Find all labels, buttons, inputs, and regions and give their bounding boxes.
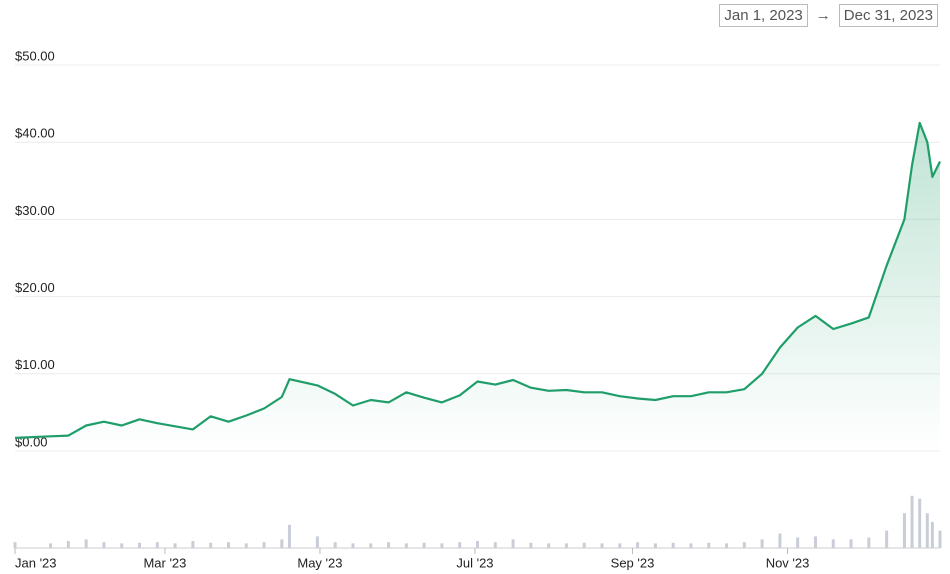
volume-bar <box>778 533 782 548</box>
volume-bar <box>636 542 640 548</box>
volume-bar <box>493 542 497 548</box>
volume-bar <box>902 513 906 548</box>
volume-bar <box>529 542 533 548</box>
volume-bar <box>262 542 266 548</box>
volume-bar <box>600 543 604 548</box>
volume-bar <box>66 541 70 548</box>
volume-bar <box>315 536 319 548</box>
end-date[interactable]: Dec 31, 2023 <box>838 4 938 27</box>
volume-bar <box>918 498 922 548</box>
x-tick-label: Sep '23 <box>611 555 655 570</box>
area-fill <box>15 122 940 452</box>
volume-bar <box>440 543 444 548</box>
x-tick-label: Nov '23 <box>766 555 810 570</box>
volume-bar <box>742 542 746 548</box>
volume-bar <box>938 530 942 548</box>
volume-bar <box>226 542 230 548</box>
volume-bar <box>49 543 53 548</box>
volume-bar <box>867 537 871 548</box>
x-tick-label: Mar '23 <box>143 555 186 570</box>
volume-bar <box>653 543 657 548</box>
volume-bar <box>582 542 586 548</box>
volume-bar <box>387 542 391 548</box>
volume-bar <box>760 539 764 548</box>
start-date[interactable]: Jan 1, 2023 <box>719 4 808 27</box>
volume-bar <box>422 542 426 548</box>
volume-bar <box>120 543 124 548</box>
arrow: → <box>815 7 831 24</box>
x-tick-label: Jul '23 <box>456 555 493 570</box>
y-tick-label: $40.00 <box>15 126 55 141</box>
x-tick-label: Jan '23 <box>15 555 57 570</box>
volume-bar <box>351 543 355 548</box>
volume-bar <box>476 541 479 548</box>
volume-bar <box>618 543 622 548</box>
volume-bar <box>547 543 551 548</box>
volume-bar <box>813 536 817 548</box>
volume-bar <box>287 524 291 548</box>
volume-bar <box>671 542 675 548</box>
volume-bar <box>796 537 800 548</box>
volume-bar <box>831 539 835 548</box>
volume-bar <box>725 543 729 548</box>
volume-bar <box>369 543 373 548</box>
volume-bar <box>13 542 17 548</box>
volume-bar <box>138 542 142 548</box>
volume-bar <box>564 543 568 548</box>
volume-bar <box>885 530 889 548</box>
volume-bar <box>333 542 337 548</box>
date-range: Jan 1, 2023 → Dec 31, 2023 <box>719 4 938 27</box>
volume-bar <box>155 542 159 548</box>
y-tick-label: $10.00 <box>15 357 55 372</box>
y-tick-label: $50.00 <box>15 48 55 63</box>
volume-bar <box>102 542 106 548</box>
volume-bar <box>209 542 213 548</box>
volume-bar <box>244 543 248 548</box>
volume-bar <box>511 539 515 548</box>
price-line <box>14 121 941 439</box>
volume-bar <box>173 543 177 548</box>
volume-bar <box>280 539 284 548</box>
volume-bar <box>910 495 914 548</box>
x-tick-label: May '23 <box>297 555 342 570</box>
volume-bar <box>707 542 711 548</box>
volume-bar <box>458 542 462 548</box>
volume-bar <box>930 521 934 548</box>
y-tick-label: $20.00 <box>15 280 55 295</box>
volume-bar <box>84 539 88 548</box>
volume-bar <box>849 539 853 548</box>
volume-bar <box>925 513 929 548</box>
y-tick-label: $30.00 <box>15 203 55 218</box>
volume-bar <box>689 543 693 548</box>
volume-bar <box>404 543 408 548</box>
volume-bar <box>191 541 195 548</box>
